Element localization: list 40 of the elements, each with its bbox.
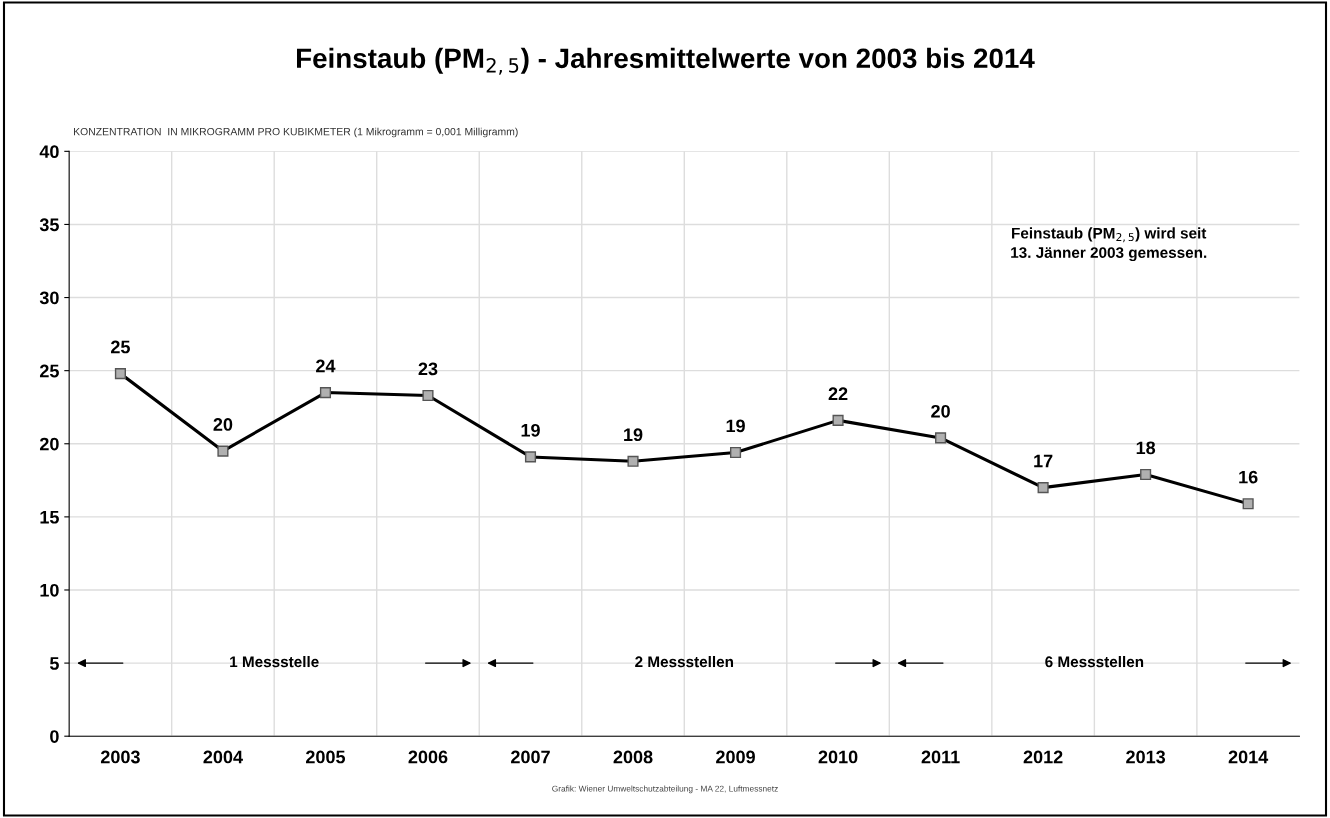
data-label: 23: [418, 362, 438, 376]
chart-title: Feinstaub (PM$_{2,5}$) - Jahresmittelwerte von 2003 bis 2014: [297, 47, 1035, 75]
x-tick-label: 2006: [408, 750, 448, 764]
y-tick-label: 25: [39, 364, 59, 378]
data-label: 25: [111, 340, 130, 354]
y-tick-label: 20: [39, 437, 59, 451]
annotation: 2 Messstellen: [635, 655, 734, 668]
data-label: 16: [1239, 470, 1258, 484]
text: Grafik: Wiener Umweltschutzabteilung - MA 22, Luftmessnetz: [552, 785, 778, 794]
x-tick-label: 2010: [818, 750, 858, 764]
annotation: 1 Messstelle: [230, 655, 319, 668]
y-tick-label: 40: [39, 145, 59, 159]
data-label: 22: [828, 387, 848, 400]
y-axis-title: KONZENTRATION IN MIKROGRAMM PRO KUBIKMETER (1 Mikrogramm = 0,001 Milligramm): [74, 127, 518, 138]
annotation: 6 Messstellen: [1045, 655, 1144, 668]
data-label: 20: [213, 418, 233, 431]
y-tick-label: 5: [49, 657, 59, 670]
data-label: 24: [316, 359, 336, 373]
x-tick-label: 2003: [100, 750, 140, 764]
data-label: 20: [931, 404, 950, 418]
x-tick-label: 2004: [203, 750, 243, 764]
x-tick-label: 2013: [1126, 750, 1166, 764]
annotation: Feinstaub (PM$_{2,5}$) wird seit 13. Jänner 2003 gemessen.: [1011, 227, 1207, 262]
y-tick-label: 0: [50, 730, 59, 743]
x-tick-label: 2014: [1228, 750, 1269, 764]
data-label: 19: [726, 419, 745, 433]
y-tick-label: 35: [39, 218, 59, 232]
data-label: 17: [1034, 454, 1053, 468]
data-label: 18: [1136, 441, 1156, 455]
y-tick-label: 10: [40, 583, 59, 597]
x-tick-label: 2005: [306, 750, 346, 764]
x-tick-label: 2008: [613, 750, 653, 764]
x-tick-label: 2012: [1023, 750, 1063, 764]
x-tick-label: 2011: [921, 750, 960, 764]
y-tick-label: 30: [39, 291, 59, 305]
data-label: 19: [521, 423, 540, 437]
x-tick-label: 2007: [511, 750, 550, 764]
x-tick-label: 2009: [716, 750, 755, 764]
data-label: 19: [624, 428, 643, 442]
y-tick-label: 15: [40, 510, 59, 524]
